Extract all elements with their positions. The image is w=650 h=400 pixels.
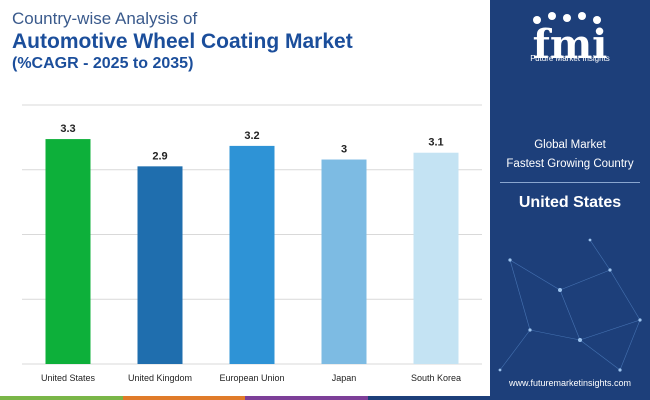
fmi-logo: fmi (533, 12, 608, 68)
panel-label-line-1: Global Market (534, 139, 606, 151)
bar-value-label: 2.9 (152, 150, 167, 162)
title-block: Country-wise Analysis of Automotive Whee… (12, 8, 482, 74)
bar-value-label: 3.3 (60, 123, 75, 135)
x-tick-label: South Korea (411, 373, 461, 383)
strip-segment-green (0, 396, 123, 400)
bar (413, 152, 459, 364)
bar (137, 166, 183, 364)
strip-segment-navy (367, 396, 490, 400)
panel-divider (500, 182, 640, 183)
fastest-growing-country: United States (518, 194, 622, 211)
insight-panel: fmi Future Market Insights Global Market… (490, 0, 650, 400)
bar-chart: 3.3 United States 2.9 United Kingdom 3.2 Euro… (22, 104, 482, 383)
panel-label: Global Market Fastest Growing Country (490, 136, 650, 174)
logo-dot-icon (563, 14, 571, 22)
bar (45, 139, 91, 364)
panel-label-line-2: Fastest Growing Country (506, 158, 634, 170)
logo-wordmark: fmi (533, 21, 608, 68)
logo-dot-icon (593, 16, 601, 24)
logo-dot-icon (533, 16, 541, 24)
website-url: www.futuremarketinsights.com (508, 378, 632, 388)
title-line-1: Country-wise Analysis of (12, 9, 198, 28)
brand-name: Future Market Insights (530, 54, 610, 63)
bar-value-label: 3.1 (428, 137, 443, 149)
logo-dot-icon (548, 12, 556, 20)
x-tick-label: United Kingdom (128, 373, 192, 383)
strip-segment-purple (245, 396, 368, 400)
bar-value-label: 3.2 (244, 130, 259, 142)
bar (229, 145, 275, 364)
title-line-2: Automotive Wheel Coating Market (12, 30, 353, 53)
logo-dot-icon (578, 12, 586, 20)
title-line-3: (%CAGR - 2025 to 2035) (12, 55, 194, 72)
x-tick-label: Japan (332, 373, 357, 383)
color-strip (0, 396, 490, 400)
network-decoration (498, 238, 642, 372)
x-tick-label: European Union (219, 373, 284, 383)
bar-value-label: 3 (341, 144, 347, 156)
bar (321, 159, 367, 364)
strip-segment-orange (122, 396, 245, 400)
x-tick-label: United States (41, 373, 96, 383)
